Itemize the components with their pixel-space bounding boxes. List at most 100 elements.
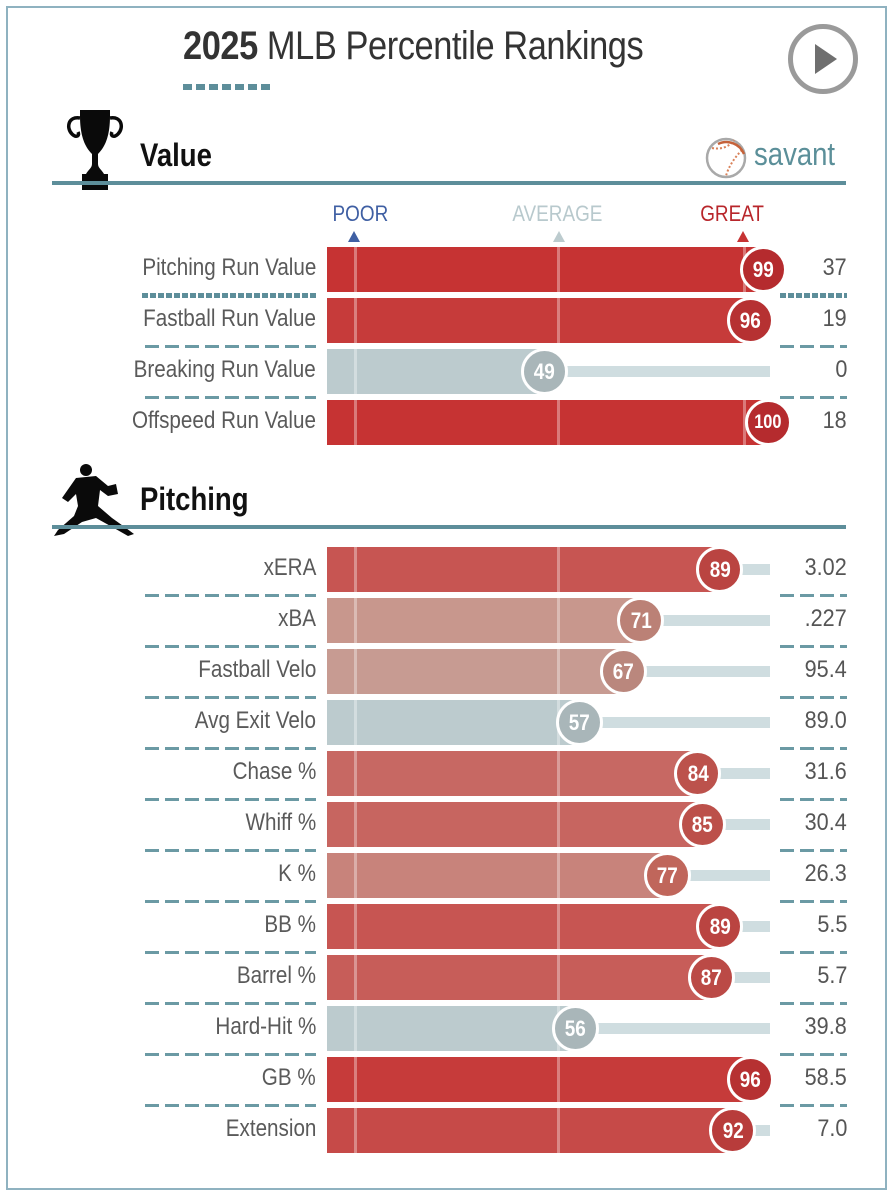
percentile-track [721, 972, 770, 983]
percentile-bar [327, 1057, 751, 1102]
metric-value: 0 [834, 356, 847, 383]
average-guide [557, 547, 561, 592]
metric-row[interactable]: Pitching Run Value 99 37 [0, 246, 895, 293]
metric-row[interactable]: GB % 96 58.5 [0, 1056, 895, 1103]
row-separator [780, 798, 847, 801]
metric-row[interactable]: Fastball Run Value 96 19 [0, 297, 895, 344]
metric-row[interactable]: Avg Exit Velo 57 89.0 [0, 699, 895, 746]
percentile-track [650, 615, 770, 626]
row-separator [145, 951, 316, 954]
savant-text: savant [754, 136, 836, 172]
metric-value: 19 [822, 305, 847, 332]
row-separator [145, 345, 316, 348]
percentile-value: 100 [754, 412, 782, 433]
percentile-value: 96 [739, 1067, 761, 1092]
metric-label: Breaking Run Value [133, 356, 316, 383]
metric-row[interactable]: Chase % 84 31.6 [0, 750, 895, 797]
average-guide [557, 247, 561, 292]
metric-label: Fastball Run Value [143, 305, 316, 332]
savant-logo[interactable]: savant [704, 136, 835, 180]
percentile-badge: 87 [687, 954, 735, 1001]
poor-guide [353, 598, 357, 643]
percentile-bar [327, 802, 703, 847]
metric-row[interactable]: K % 77 26.3 [0, 852, 895, 899]
legend-poor: POOR [332, 201, 389, 226]
title-text: MLB Percentile Rankings [257, 24, 644, 68]
metric-label: xBA [278, 605, 316, 632]
legend-average: AVERAGE [512, 201, 603, 226]
metric-value: 89.0 [804, 707, 847, 734]
metric-row[interactable]: Extension 92 7.0 [0, 1107, 895, 1154]
great-marker-icon [737, 231, 749, 242]
legend-great: GREAT [700, 201, 764, 226]
metric-row[interactable]: Barrel % 87 5.7 [0, 954, 895, 1001]
percentile-bar [327, 904, 720, 949]
percentile-badge: 67 [599, 648, 647, 695]
percentile-bar [327, 700, 580, 745]
title-year: 2025 [183, 24, 258, 68]
percentile-badge: 96 [726, 1056, 774, 1103]
percentile-badge: 85 [678, 801, 726, 848]
percentile-bar [327, 400, 768, 445]
percentile-value: 71 [630, 608, 652, 633]
poor-guide [353, 1108, 357, 1153]
average-guide [557, 649, 561, 694]
percentile-badge: 99 [740, 246, 788, 293]
row-separator [780, 747, 847, 750]
percentile-value: 57 [569, 710, 591, 735]
metric-row[interactable]: Offspeed Run Value 100 18 [0, 399, 895, 446]
percentile-bar [327, 547, 720, 592]
metric-label: K % [278, 860, 316, 887]
play-button[interactable] [788, 24, 858, 94]
metric-value: 95.4 [804, 656, 847, 683]
row-separator [145, 747, 316, 750]
percentile-bar [327, 298, 751, 343]
percentile-track [729, 921, 770, 932]
percentile-track [742, 1125, 770, 1136]
row-separator [780, 1104, 847, 1107]
percentile-track [707, 768, 770, 779]
poor-guide [353, 247, 357, 292]
percentile-bar [327, 751, 698, 796]
row-separator [780, 396, 847, 399]
percentile-badge: 49 [521, 348, 569, 395]
percentile-value: 56 [564, 1016, 586, 1041]
metric-row[interactable]: xBA 71 .227 [0, 597, 895, 644]
row-separator [780, 645, 847, 648]
percentile-track [554, 366, 770, 377]
poor-guide [353, 853, 357, 898]
average-guide [557, 751, 561, 796]
baseball-icon [705, 137, 747, 179]
row-separator [780, 293, 847, 298]
metric-value: 26.3 [804, 860, 847, 887]
poor-guide [353, 700, 357, 745]
row-separator [780, 951, 847, 954]
poor-guide [353, 802, 357, 847]
poor-guide [353, 904, 357, 949]
row-separator [780, 696, 847, 699]
metric-label: Barrel % [236, 962, 316, 989]
metric-row[interactable]: Fastball Velo 67 95.4 [0, 648, 895, 695]
percentile-badge: 57 [556, 699, 604, 746]
poor-guide [353, 649, 357, 694]
average-guide [557, 598, 561, 643]
metric-row[interactable]: BB % 89 5.5 [0, 903, 895, 950]
percentile-bar [327, 1006, 576, 1051]
percentile-badge: 56 [551, 1005, 599, 1052]
percentile-value: 96 [739, 308, 761, 333]
metric-label: xERA [263, 554, 316, 581]
page-title: 2025 MLB Percentile Rankings [183, 24, 644, 69]
metric-row[interactable]: xERA 89 3.02 [0, 546, 895, 593]
percentile-bar [327, 649, 624, 694]
metric-row[interactable]: Whiff % 85 30.4 [0, 801, 895, 848]
percentile-badge: 100 [744, 399, 792, 446]
average-guide [557, 955, 561, 1000]
metric-row[interactable]: Breaking Run Value 49 0 [0, 348, 895, 395]
row-separator [145, 900, 316, 903]
section-rule-value [52, 181, 846, 185]
metric-label: GB % [262, 1064, 316, 1091]
percentile-track [633, 666, 770, 677]
average-guide [557, 802, 561, 847]
poor-guide [353, 1006, 357, 1051]
metric-row[interactable]: Hard-Hit % 56 39.8 [0, 1005, 895, 1052]
